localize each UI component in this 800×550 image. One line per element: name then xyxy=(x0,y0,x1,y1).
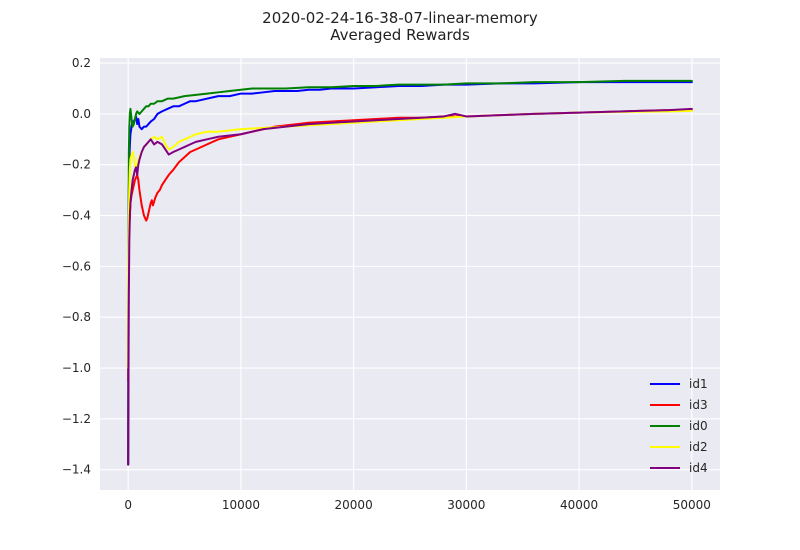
series-line-id0 xyxy=(127,79,693,466)
chart-subtitle: Averaged Rewards xyxy=(330,26,470,44)
legend-label-id1: id1 xyxy=(689,377,708,391)
x-axis-ticks: 0 10000 20000 30000 40000 50000 xyxy=(124,498,711,512)
grid-lines xyxy=(100,58,720,490)
series-line-id3 xyxy=(127,109,693,382)
y-tick-label: −0.2 xyxy=(62,158,91,172)
legend-label-id4: id4 xyxy=(689,461,708,475)
series-line-id4 xyxy=(127,107,693,466)
y-tick-label: −1.2 xyxy=(62,412,91,426)
series-group xyxy=(127,79,693,466)
chart-title: 2020-02-24-16-38-07-linear-memory xyxy=(262,9,538,27)
series-line-id2 xyxy=(127,109,693,370)
y-tick-label: 0.2 xyxy=(72,56,91,70)
x-tick-label: 50000 xyxy=(673,498,711,512)
y-axis-ticks: 0.2 0.0 −0.2 −0.4 −0.6 −0.8 −1.0 −1.2 −1.4 xyxy=(62,56,91,477)
x-tick-label: 40000 xyxy=(560,498,598,512)
plot-area xyxy=(100,58,720,490)
legend-label-id3: id3 xyxy=(689,398,708,412)
y-tick-label: −1.0 xyxy=(62,361,91,375)
x-tick-label: 20000 xyxy=(335,498,373,512)
x-tick-label: 30000 xyxy=(447,498,485,512)
y-tick-label: −0.6 xyxy=(62,259,91,273)
y-tick-label: −0.4 xyxy=(62,209,91,223)
x-tick-label: 0 xyxy=(124,498,132,512)
legend: id1 id3 id0 id2 id4 xyxy=(650,377,708,475)
legend-label-id0: id0 xyxy=(689,419,708,433)
y-tick-label: −1.4 xyxy=(62,463,91,477)
y-tick-label: 0.0 xyxy=(72,107,91,121)
x-tick-label: 10000 xyxy=(222,498,260,512)
y-tick-label: −0.8 xyxy=(62,310,91,324)
legend-label-id2: id2 xyxy=(689,440,708,454)
